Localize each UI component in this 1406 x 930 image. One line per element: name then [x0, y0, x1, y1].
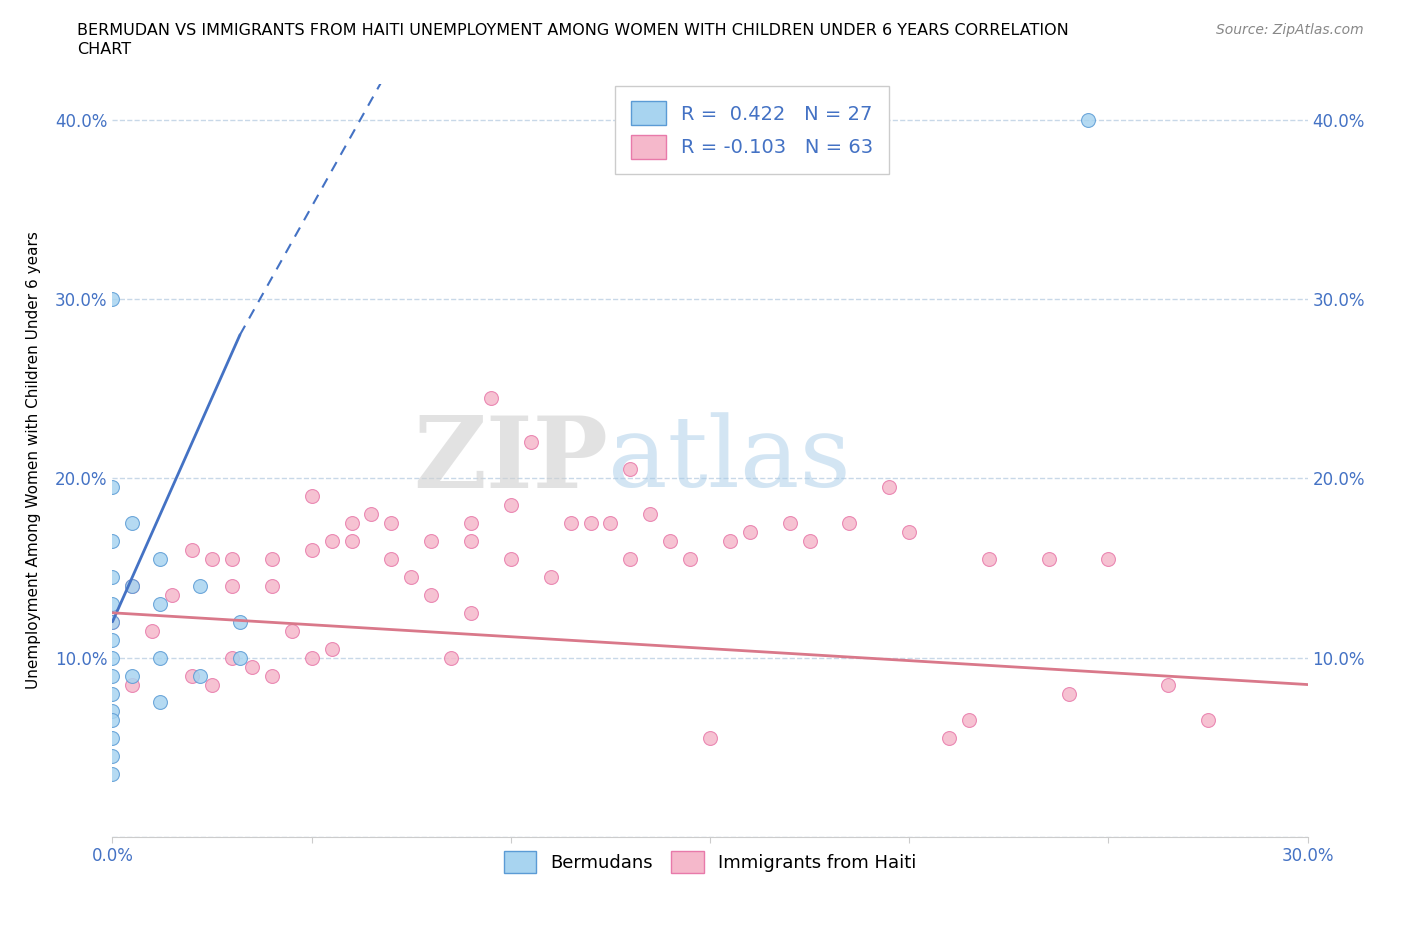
Point	[879, 480, 901, 495]
Point	[659, 534, 682, 549]
Point	[699, 731, 721, 746]
Point	[188, 578, 211, 593]
Text: atlas: atlas	[609, 412, 851, 509]
Point	[101, 749, 124, 764]
Point	[149, 695, 172, 710]
Point	[898, 525, 921, 539]
Point	[101, 534, 124, 549]
Point	[1097, 551, 1119, 566]
Point	[460, 534, 482, 549]
Point	[101, 668, 124, 683]
Text: Source: ZipAtlas.com: Source: ZipAtlas.com	[1216, 23, 1364, 37]
Point	[938, 731, 960, 746]
Text: CHART: CHART	[77, 42, 131, 57]
Point	[141, 623, 163, 638]
Point	[779, 515, 801, 530]
Point	[1197, 713, 1219, 728]
Point	[101, 615, 124, 630]
Point	[1157, 677, 1180, 692]
Point	[121, 515, 143, 530]
Point	[619, 551, 641, 566]
Point	[260, 578, 283, 593]
Point	[149, 551, 172, 566]
Point	[440, 650, 463, 665]
Point	[260, 668, 283, 683]
Point	[101, 480, 124, 495]
Point	[149, 650, 172, 665]
Point	[340, 534, 363, 549]
Point	[380, 515, 402, 530]
Point	[149, 596, 172, 611]
Point	[221, 551, 243, 566]
Point	[229, 615, 252, 630]
Point	[229, 650, 252, 665]
Point	[540, 569, 562, 584]
Point	[121, 578, 143, 593]
Point	[121, 677, 143, 692]
Point	[101, 650, 124, 665]
Text: ZIP: ZIP	[413, 412, 609, 509]
Point	[977, 551, 1000, 566]
Point	[1038, 551, 1060, 566]
Point	[181, 668, 204, 683]
Point	[499, 551, 522, 566]
Point	[260, 551, 283, 566]
Point	[599, 515, 621, 530]
Point	[579, 515, 602, 530]
Point	[1057, 686, 1080, 701]
Point	[401, 569, 423, 584]
Point	[340, 515, 363, 530]
Legend: Bermudans, Immigrants from Haiti: Bermudans, Immigrants from Haiti	[496, 844, 924, 881]
Point	[201, 677, 224, 692]
Point	[121, 668, 143, 683]
Point	[420, 588, 443, 603]
Point	[619, 462, 641, 477]
Point	[321, 642, 343, 657]
Point	[679, 551, 702, 566]
Text: BERMUDAN VS IMMIGRANTS FROM HAITI UNEMPLOYMENT AMONG WOMEN WITH CHILDREN UNDER 6: BERMUDAN VS IMMIGRANTS FROM HAITI UNEMPL…	[77, 23, 1069, 38]
Point	[101, 596, 124, 611]
Point	[360, 507, 382, 522]
Point	[221, 578, 243, 593]
Point	[240, 659, 263, 674]
Point	[640, 507, 662, 522]
Point	[301, 542, 323, 557]
Point	[460, 515, 482, 530]
Point	[799, 534, 821, 549]
Point	[380, 551, 402, 566]
Point	[101, 731, 124, 746]
Point	[162, 588, 183, 603]
Point	[221, 650, 243, 665]
Point	[101, 766, 124, 781]
Point	[101, 615, 124, 630]
Point	[101, 713, 124, 728]
Point	[420, 534, 443, 549]
Point	[101, 632, 124, 647]
Point	[101, 569, 124, 584]
Point	[101, 686, 124, 701]
Point	[121, 578, 143, 593]
Point	[460, 605, 482, 620]
Point	[738, 525, 761, 539]
Point	[301, 489, 323, 504]
Point	[560, 515, 582, 530]
Point	[1077, 113, 1099, 127]
Point	[957, 713, 980, 728]
Point	[101, 291, 124, 306]
Point	[718, 534, 741, 549]
Point	[520, 435, 543, 450]
Point	[281, 623, 304, 638]
Y-axis label: Unemployment Among Women with Children Under 6 years: Unemployment Among Women with Children U…	[27, 232, 41, 689]
Point	[321, 534, 343, 549]
Point	[838, 515, 860, 530]
Point	[499, 498, 522, 512]
Point	[101, 704, 124, 719]
Point	[181, 542, 204, 557]
Point	[201, 551, 224, 566]
Point	[301, 650, 323, 665]
Point	[479, 391, 502, 405]
Point	[188, 668, 211, 683]
